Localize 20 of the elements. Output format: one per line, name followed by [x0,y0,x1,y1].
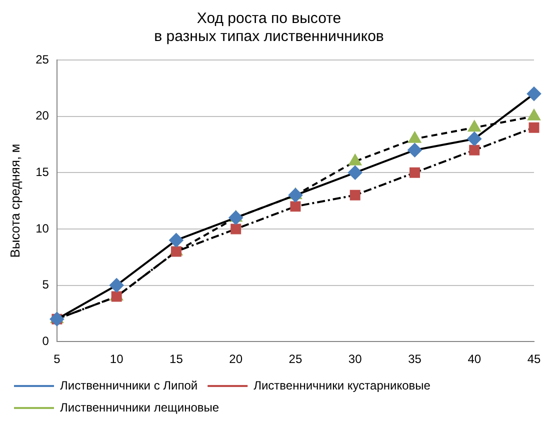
legend-label: Лиственничники с Липой [60,378,198,392]
y-tick-label: 10 [36,221,50,236]
x-tick-label: 30 [348,352,362,366]
chart-title: Ход роста по высоте в разных типах лиственничников [154,10,384,46]
legend-label: Лиственничники лещиновые [60,400,220,414]
y-tick-label: 25 [36,52,50,66]
y-tick-label: 0 [42,334,50,348]
y-tick-label: 20 [36,108,50,123]
y-axis-title: Высота средняя, м [7,144,22,258]
x-tick-label: 45 [527,352,541,366]
x-tick-label: 40 [468,352,482,366]
x-tick-label: 25 [288,352,302,366]
x-tick-label: 35 [408,352,422,366]
x-tick-label: 10 [110,352,124,366]
y-tick-label: 5 [42,278,50,292]
legend-label: Лиственничники кустарниковые [254,378,431,392]
x-tick-label: 20 [229,352,243,366]
y-tick-label: 15 [36,164,50,179]
x-tick-label: 15 [170,352,184,366]
x-tick-label: 5 [54,352,61,366]
